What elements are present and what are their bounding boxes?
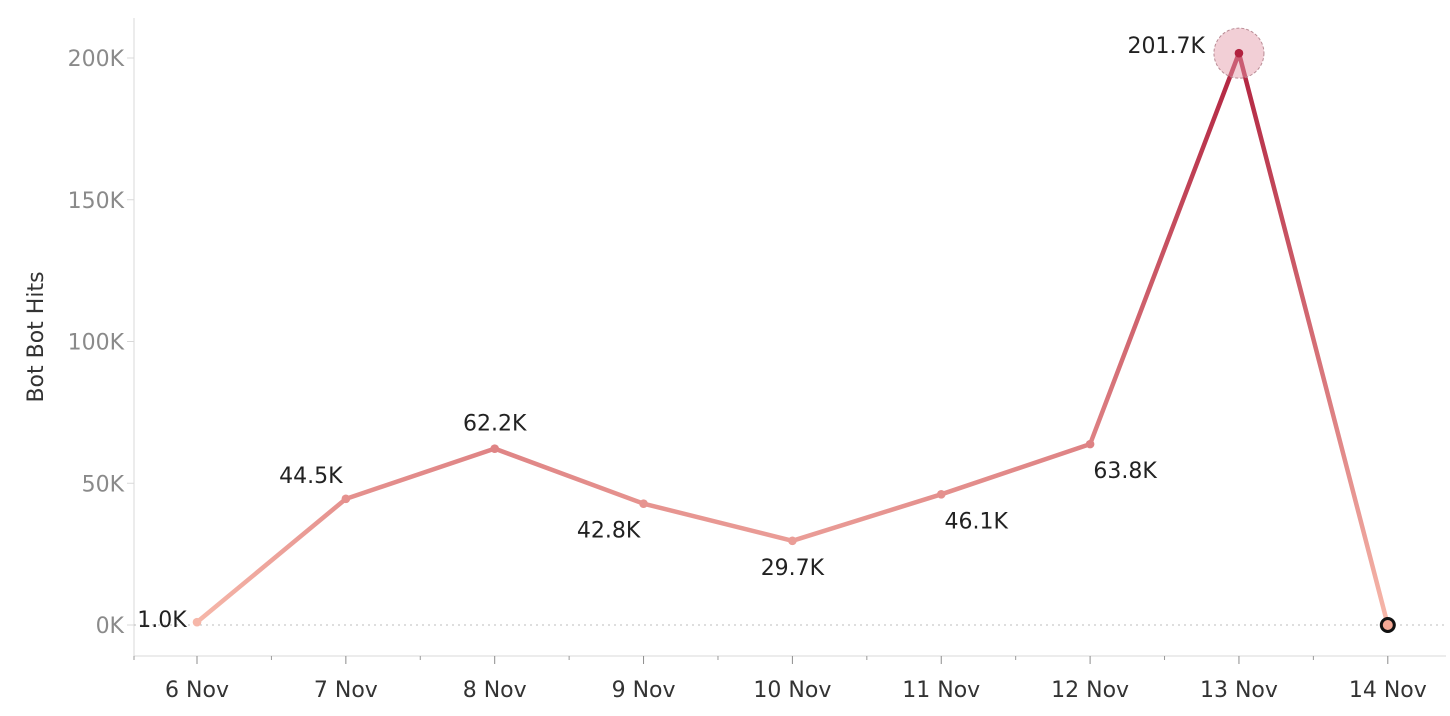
y-tick-label: 100K (68, 331, 125, 356)
data-label: 62.2K (463, 412, 527, 437)
data-label: 44.5K (279, 464, 343, 489)
y-tick-label: 200K (68, 47, 125, 72)
series-line-segment (1236, 50, 1391, 628)
data-label: 201.7K (1128, 34, 1206, 59)
x-tick-label: 12 Nov (1051, 678, 1129, 703)
series-line-segment (492, 446, 646, 506)
data-point[interactable] (788, 536, 797, 546)
data-point[interactable] (936, 490, 946, 499)
x-tick-label: 14 Nov (1349, 678, 1427, 703)
y-axis-title: Bot Bot Hits (24, 271, 49, 402)
data-point[interactable] (341, 494, 351, 504)
data-label: 42.8K (577, 519, 641, 544)
x-tick-label: 13 Nov (1200, 678, 1278, 703)
axis-layer: 0K 50K 100K 150K 200K Bot Bot Hits 6 Nov 7 Nov 8… (24, 18, 1446, 703)
data-point[interactable] (1085, 439, 1095, 449)
point-layer (192, 27, 1396, 633)
data-label: 46.1K (945, 509, 1009, 534)
x-tick-label: 6 Nov (165, 678, 229, 703)
y-tick-label: 0K (96, 614, 125, 639)
data-point[interactable] (490, 444, 500, 453)
data-point[interactable] (192, 617, 202, 627)
data-point-selected[interactable] (1379, 617, 1396, 633)
x-tick-label: 7 Nov (314, 678, 378, 703)
series-layer (194, 50, 1391, 628)
series-line-segment (939, 441, 1093, 497)
series-line-segment (1087, 50, 1242, 447)
y-tick-label: 50K (82, 472, 125, 497)
data-point[interactable] (1234, 48, 1244, 58)
x-tick-label: 10 Nov (753, 678, 831, 703)
y-tick-label: 150K (68, 189, 125, 214)
data-point[interactable] (639, 499, 648, 508)
data-label: 29.7K (761, 556, 825, 581)
data-label: 63.8K (1093, 459, 1157, 484)
label-layer: 1.0K 44.5K 62.2K 42.8K 29.7K 46.1K 63.8K 201.7K (137, 34, 1205, 633)
x-tick-label: 9 Nov (612, 678, 676, 703)
series-line-segment (343, 446, 497, 502)
series-line-segment (641, 501, 795, 544)
series-line-segment (194, 496, 349, 625)
series-line-segment (790, 492, 944, 544)
x-tick-label: 11 Nov (902, 678, 980, 703)
data-label: 1.0K (137, 608, 187, 633)
x-tick-label: 8 Nov (463, 678, 527, 703)
